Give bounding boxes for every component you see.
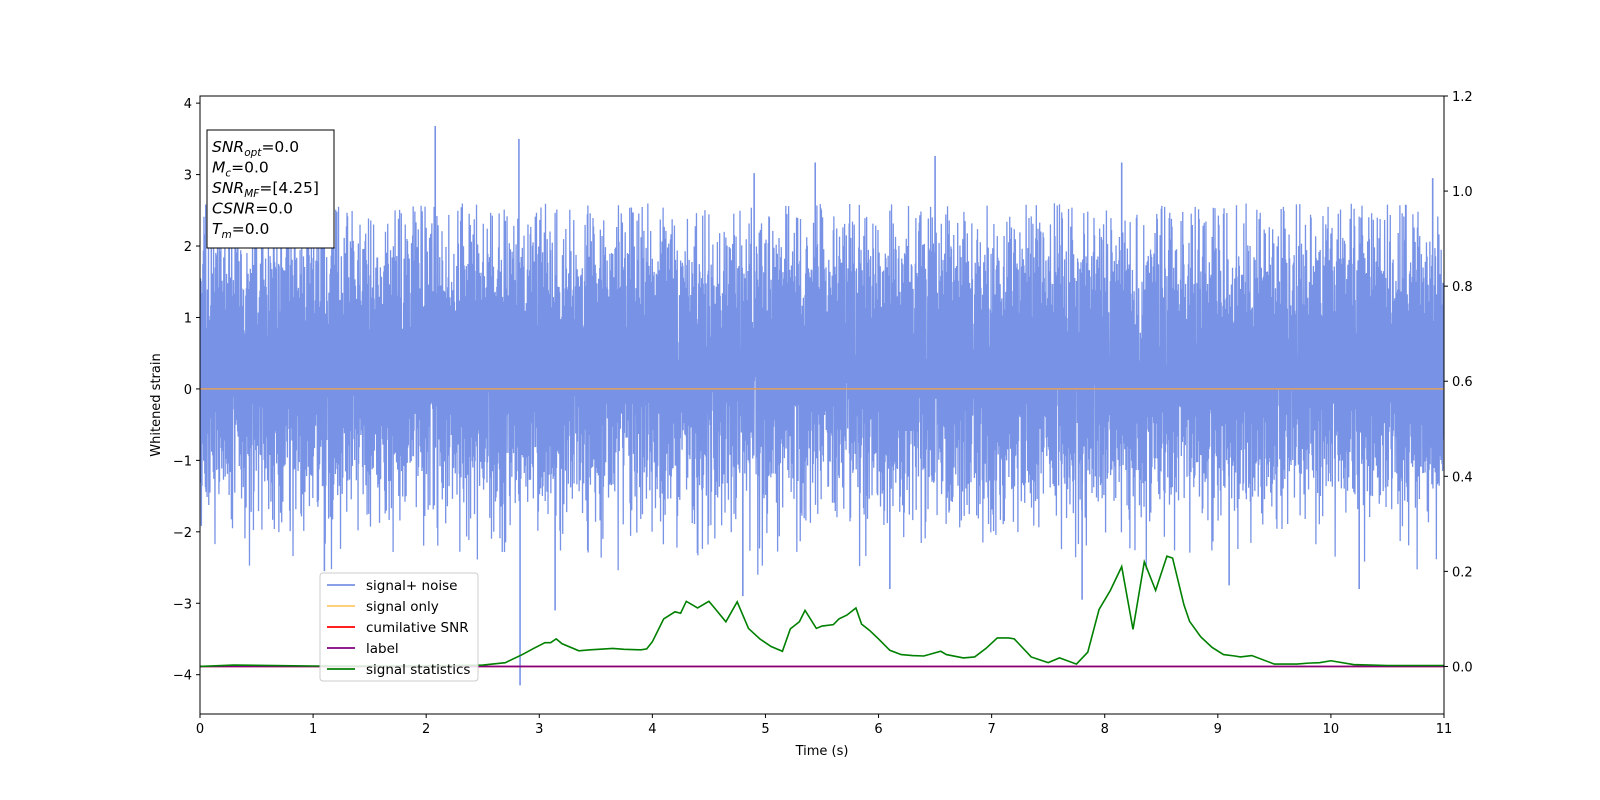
legend: signal+ noise signal only cumilative SNR la… <box>320 573 478 681</box>
y-axis-label: Whitened strain <box>149 353 164 456</box>
x-tick-label: 10 <box>1323 722 1340 737</box>
info-line-value: =0.0 <box>261 138 299 156</box>
y-right-tick-label: 0.0 <box>1452 660 1473 675</box>
legend-label: signal+ noise <box>366 578 457 594</box>
x-axis-label: Time (s) <box>795 744 849 759</box>
x-tick-label: 3 <box>535 722 543 737</box>
info-line-subscript: MF <box>244 188 260 200</box>
x-tick-label: 0 <box>196 722 204 737</box>
info-line-subscript: m <box>221 229 231 241</box>
x-tick-label: 8 <box>1101 722 1109 737</box>
info-line: SNRMF=[4.25] <box>212 179 319 200</box>
y-right-tick-label: 0.6 <box>1452 375 1473 390</box>
y-right-tick-label: 1.0 <box>1452 185 1473 200</box>
y-right-tick-label: 1.2 <box>1452 90 1473 105</box>
y-left-tick-label: 2 <box>184 240 192 255</box>
legend-label: signal only <box>366 599 439 615</box>
x-tick-label: 11 <box>1436 722 1453 737</box>
y-right-tick-label: 0.2 <box>1452 565 1473 580</box>
info-line: Mc=0.0 <box>212 159 269 180</box>
y-right-tick-label: 0.8 <box>1452 280 1473 295</box>
info-line-symbol: CSNR <box>212 200 255 218</box>
info-line-value: =0.0 <box>232 220 270 238</box>
legend-label: cumilative SNR <box>366 620 469 636</box>
y-left-tick-label: 0 <box>184 383 192 398</box>
legend-label: signal statistics <box>366 662 470 678</box>
info-line-symbol: SNR <box>212 138 244 156</box>
y-left-tick-label: 1 <box>184 311 192 326</box>
x-tick-label: 7 <box>987 722 995 737</box>
y-right-tick-label: 0.4 <box>1452 470 1473 485</box>
x-tick-label: 6 <box>874 722 882 737</box>
info-line-symbol: M <box>212 159 225 177</box>
y-left-tick-label: −2 <box>173 526 192 541</box>
y-left-tick-label: −3 <box>173 597 192 612</box>
y-left-tick-label: 4 <box>184 97 192 112</box>
x-tick-label: 4 <box>648 722 656 737</box>
x-tick-label: 5 <box>761 722 769 737</box>
legend-label: label <box>366 641 399 657</box>
info-line-subscript: opt <box>244 147 262 159</box>
y-left-tick-label: −4 <box>173 669 192 684</box>
x-tick-label: 1 <box>309 722 317 737</box>
y-left-tick-label: 3 <box>184 169 192 184</box>
y-left-tick-label: −1 <box>173 454 192 469</box>
x-tick-label: 2 <box>422 722 430 737</box>
info-line-symbol: SNR <box>212 179 244 197</box>
info-line-value: =0.0 <box>231 159 269 177</box>
x-tick-label: 9 <box>1214 722 1222 737</box>
metrics-info-box: SNRopt=0.0Mc=0.0SNRMF=[4.25]CSNR=0.0Tm=0… <box>207 130 334 248</box>
info-line-value: =0.0 <box>255 200 293 218</box>
info-line: CSNR=0.0 <box>212 200 293 218</box>
info-line: Tm=0.0 <box>212 220 269 241</box>
info-line-value: =[4.25] <box>259 179 319 197</box>
